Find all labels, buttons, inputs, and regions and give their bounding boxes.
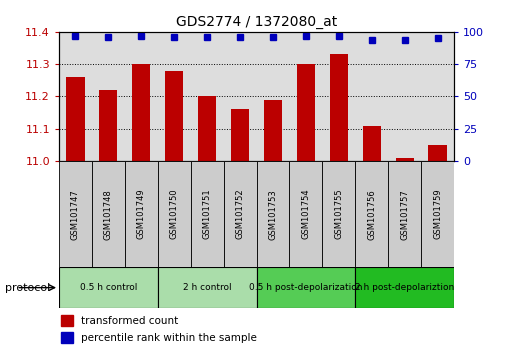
FancyBboxPatch shape [355, 267, 454, 308]
Text: GSM101756: GSM101756 [367, 189, 376, 240]
FancyBboxPatch shape [92, 161, 125, 267]
Bar [396, 158, 413, 161]
Bar [165, 71, 183, 161]
Bar [322, 32, 355, 161]
FancyBboxPatch shape [224, 161, 256, 267]
Text: GSM101748: GSM101748 [104, 189, 113, 240]
FancyBboxPatch shape [289, 161, 322, 267]
Text: GSM101757: GSM101757 [400, 189, 409, 240]
Text: GSM101754: GSM101754 [301, 189, 310, 240]
Text: protocol: protocol [5, 282, 50, 293]
Text: GSM101747: GSM101747 [71, 189, 80, 240]
Bar [363, 126, 381, 161]
Bar [157, 32, 191, 161]
FancyBboxPatch shape [191, 161, 224, 267]
FancyBboxPatch shape [158, 161, 191, 267]
Bar [355, 32, 388, 161]
Text: GSM101755: GSM101755 [334, 189, 343, 240]
Text: GSM101752: GSM101752 [235, 189, 245, 240]
Text: 0.5 h post-depolarization: 0.5 h post-depolarization [249, 283, 363, 292]
Bar [256, 32, 289, 161]
Text: transformed count: transformed count [81, 316, 178, 326]
Bar [231, 109, 249, 161]
Bar [289, 32, 322, 161]
FancyBboxPatch shape [256, 267, 355, 308]
Bar [66, 77, 85, 161]
Text: GSM101759: GSM101759 [433, 189, 442, 240]
FancyBboxPatch shape [59, 267, 158, 308]
Text: 0.5 h control: 0.5 h control [80, 283, 137, 292]
Bar [428, 145, 447, 161]
Bar [125, 32, 157, 161]
FancyBboxPatch shape [256, 161, 289, 267]
Bar [388, 32, 421, 161]
Bar [297, 64, 315, 161]
Text: GSM101753: GSM101753 [268, 189, 278, 240]
FancyBboxPatch shape [125, 161, 158, 267]
Bar [59, 32, 92, 161]
Bar [264, 100, 282, 161]
Bar [191, 32, 224, 161]
FancyBboxPatch shape [421, 161, 454, 267]
Bar [61, 315, 73, 326]
FancyBboxPatch shape [355, 161, 388, 267]
Bar [224, 32, 256, 161]
FancyBboxPatch shape [59, 161, 92, 267]
Bar [330, 55, 348, 161]
Bar [198, 96, 216, 161]
Text: GSM101751: GSM101751 [203, 189, 212, 240]
Text: GSM101750: GSM101750 [170, 189, 179, 240]
Text: 2 h control: 2 h control [183, 283, 231, 292]
Title: GDS2774 / 1372080_at: GDS2774 / 1372080_at [176, 16, 337, 29]
Text: GSM101749: GSM101749 [137, 189, 146, 240]
Bar [421, 32, 454, 161]
Bar [132, 64, 150, 161]
Bar [92, 32, 125, 161]
Bar [100, 90, 117, 161]
Bar [61, 332, 73, 343]
FancyBboxPatch shape [388, 161, 421, 267]
FancyBboxPatch shape [322, 161, 355, 267]
Text: percentile rank within the sample: percentile rank within the sample [81, 333, 256, 343]
FancyBboxPatch shape [158, 267, 256, 308]
Text: 2 h post-depolariztion: 2 h post-depolariztion [355, 283, 454, 292]
